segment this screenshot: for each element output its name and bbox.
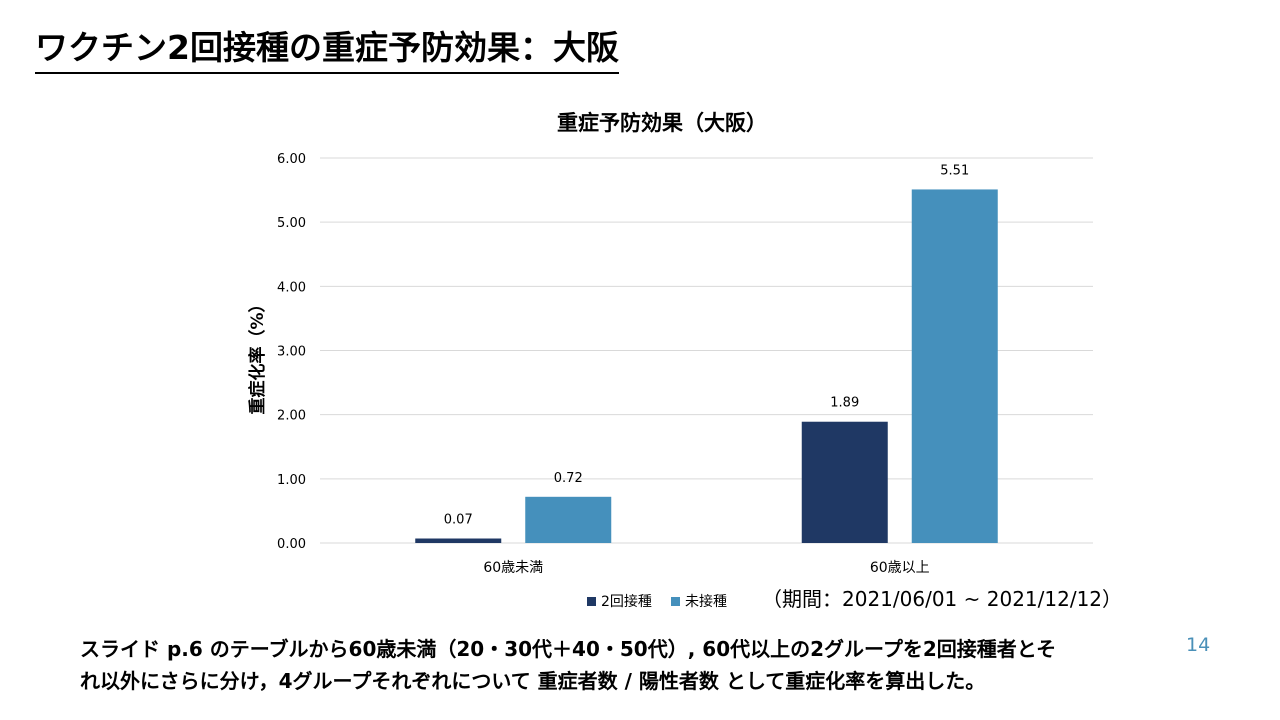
y-axis-label: 重症化率（%） — [247, 295, 268, 414]
slide-description: スライド p.6 のテーブルから60歳未満（20・30代＋40・50代）, 60… — [80, 637, 1057, 693]
y-tick-label: 6.00 — [277, 152, 306, 167]
legend-label: 2回接種 — [601, 593, 652, 610]
data-label: 0.72 — [554, 471, 583, 486]
legend-swatch — [671, 597, 680, 606]
y-tick-label: 0.00 — [277, 537, 306, 552]
page-number: 14 — [1186, 634, 1211, 656]
y-tick-label: 2.00 — [277, 409, 306, 424]
bar — [525, 496, 612, 543]
chart-title: 重症予防効果（大阪） — [557, 111, 767, 135]
y-tick-label: 4.00 — [277, 280, 306, 295]
x-tick-label: 60歳未満 — [483, 560, 543, 576]
y-tick-label: 5.00 — [277, 216, 306, 231]
data-label: 0.07 — [444, 513, 473, 528]
bar — [415, 538, 502, 543]
bar — [801, 421, 888, 543]
legend-swatch — [587, 597, 596, 606]
x-tick-label: 60歳以上 — [870, 560, 930, 576]
data-label: 1.89 — [830, 396, 859, 411]
bar — [911, 189, 998, 544]
y-tick-label: 3.00 — [277, 345, 306, 360]
period-note: （期間：2021/06/01 ~ 2021/12/12） — [762, 587, 1123, 611]
legend-label: 未接種 — [685, 593, 727, 610]
y-tick-label: 1.00 — [277, 473, 306, 488]
data-label: 5.51 — [940, 163, 969, 178]
slide-title: ワクチン2回接種の重症予防効果：大阪 — [35, 26, 619, 74]
